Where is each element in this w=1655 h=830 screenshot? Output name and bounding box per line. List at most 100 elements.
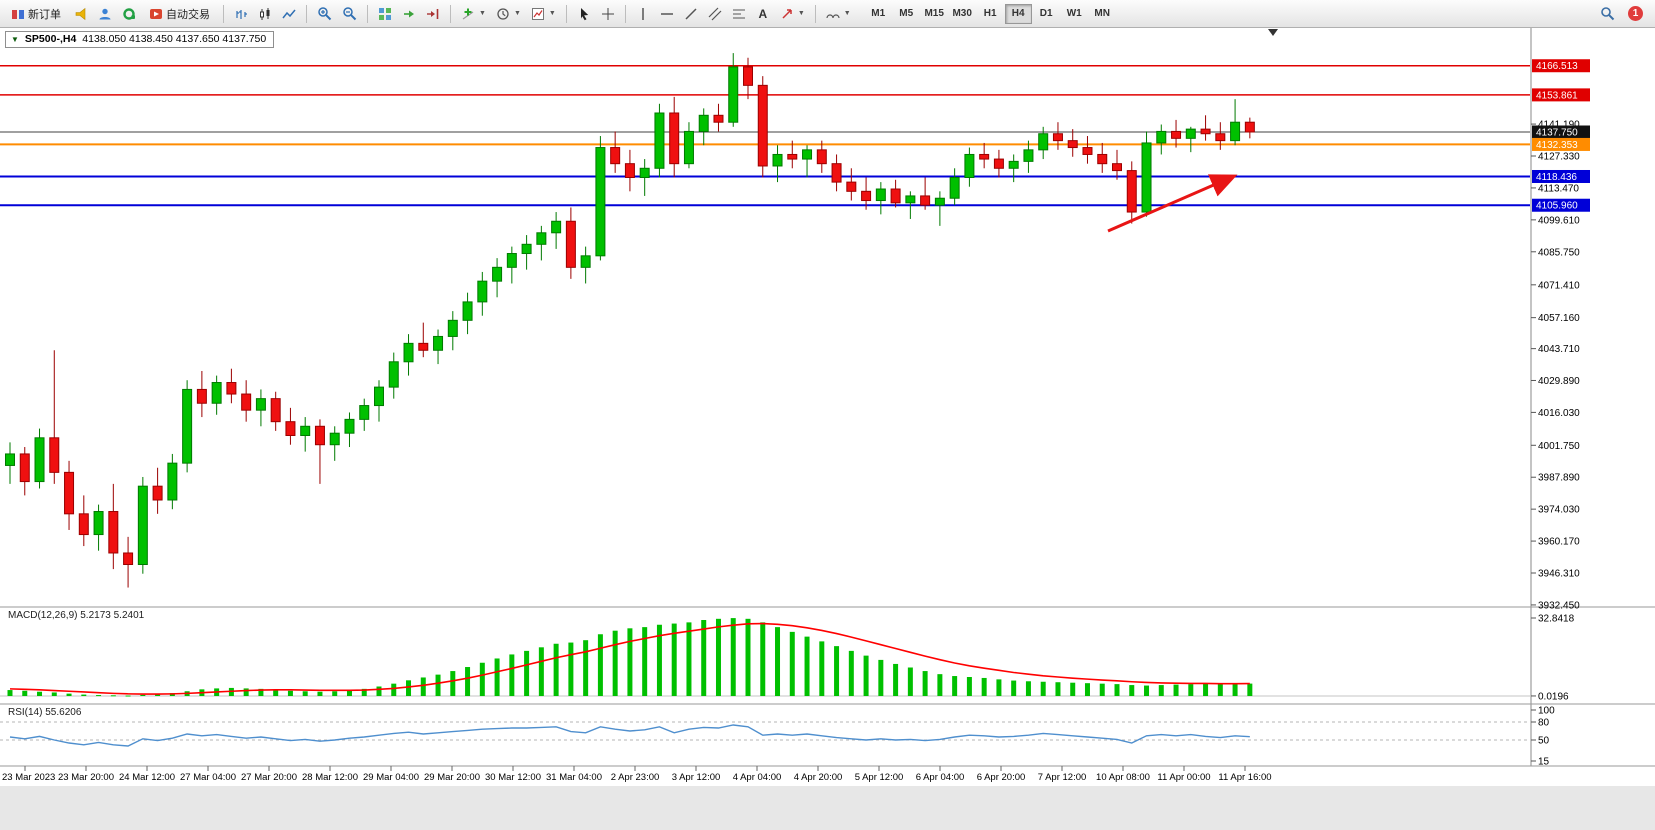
crosshair-button[interactable]	[597, 3, 619, 25]
macd-histogram-bar	[627, 628, 633, 696]
crosshair-icon	[601, 7, 614, 20]
candle-body	[462, 301, 473, 321]
timeframe-button-h4[interactable]: H4	[1004, 3, 1032, 24]
chart-window: 4141.190 4127.330 4113.470 4099.610 4085.750…	[0, 28, 1655, 786]
channel-tool-button[interactable]	[704, 3, 726, 25]
chart-canvas[interactable]: 4141.190 4127.330 4113.470 4099.610 4085.750…	[0, 28, 1655, 786]
macd-histogram-bar	[287, 690, 293, 696]
cursor-button[interactable]	[573, 3, 595, 25]
candle-body	[1215, 133, 1226, 142]
candle-body	[964, 153, 975, 178]
macd-histogram-bar	[509, 654, 515, 696]
dropdown-caret-icon: ▼	[479, 10, 486, 17]
timeframe-button-w1[interactable]: W1	[1061, 4, 1088, 24]
macd-histogram-bar	[952, 676, 958, 696]
timeframe-button-mn[interactable]: MN	[1089, 4, 1116, 24]
notification-badge[interactable]: 1	[1628, 6, 1643, 21]
macd-histogram-bar	[1011, 680, 1017, 696]
macd-histogram-bar	[1173, 684, 1179, 696]
macd-histogram-bar	[981, 677, 987, 696]
toolbar-separator	[624, 4, 626, 23]
rsi-axis-label: 50	[1538, 736, 1550, 747]
indicators-button[interactable]: ▼	[457, 3, 490, 25]
macd-histogram-bar	[553, 643, 559, 696]
macd-histogram-bar	[893, 663, 899, 696]
time-axis-label: 2 Apr 23:00	[611, 772, 660, 783]
fibonacci-tool-button[interactable]	[728, 3, 750, 25]
bar-chart-button[interactable]	[230, 3, 252, 25]
time-axis-label: 29 Mar 20:00	[424, 772, 480, 783]
candle-chart-button[interactable]	[254, 3, 276, 25]
candle-body	[182, 388, 193, 464]
vertical-line-tool-button[interactable]	[632, 3, 654, 25]
price-tick-label: 4113.470	[1538, 183, 1579, 194]
chart-shift-button[interactable]	[422, 3, 444, 25]
macd-histogram-bar	[1188, 684, 1194, 696]
macd-histogram-bar	[863, 655, 869, 696]
chart-shift-marker[interactable]	[1268, 29, 1278, 36]
horizontal-line-tool-button[interactable]	[656, 3, 678, 25]
time-axis-label: 6 Apr 20:00	[977, 772, 1026, 783]
macd-histogram-bar	[1070, 682, 1076, 696]
macd-histogram-bar	[1099, 683, 1105, 696]
price-tick-label: 3974.030	[1538, 505, 1580, 516]
cycles-tool-button[interactable]: ▼	[822, 3, 855, 25]
chart-symbol-tab[interactable]: ▼ SP500-,H4 4138.050 4138.450 4137.650 4…	[5, 31, 275, 48]
candle-body	[772, 153, 783, 167]
timeframe-button-h1[interactable]: H1	[977, 4, 1004, 24]
price-tick-label: 4016.030	[1538, 408, 1580, 419]
trend-arrow[interactable]	[1107, 174, 1238, 233]
macd-histogram-bar	[155, 694, 161, 696]
text-tool-button[interactable]: A	[752, 3, 774, 25]
zoom-out-button[interactable]	[338, 3, 361, 25]
timeframe-button-d1[interactable]: D1	[1033, 4, 1060, 24]
candle-body	[506, 253, 517, 268]
candle-body	[1052, 133, 1063, 142]
search-icon[interactable]	[1596, 3, 1619, 25]
candle-body	[1185, 128, 1196, 139]
zoom-in-button[interactable]	[313, 3, 336, 25]
toolbar-right-group: 1	[1596, 3, 1651, 25]
timeframe-button-m1[interactable]: M1	[865, 4, 892, 24]
line-chart-button[interactable]	[278, 3, 300, 25]
macd-histogram-bar	[140, 694, 146, 696]
candle-body	[1156, 130, 1167, 144]
macd-histogram-bar	[1055, 682, 1061, 696]
auto-trading-button[interactable]: 自动交易	[142, 3, 217, 25]
toolbar-separator	[565, 4, 567, 23]
clock-icon	[497, 7, 509, 20]
macd-histogram-bar	[22, 690, 28, 696]
price-tag-label: 4105.960	[1536, 201, 1578, 212]
announcement-icon[interactable]	[70, 3, 92, 25]
candle-body	[683, 130, 694, 165]
price-tag-label: 4166.513	[1536, 61, 1578, 72]
price-tick-label: 4141.190	[1538, 120, 1580, 131]
new-order-button[interactable]: 新订单	[4, 3, 68, 25]
macd-histogram-bar	[346, 690, 352, 696]
candle-body	[875, 188, 886, 202]
trendline-icon	[685, 7, 697, 20]
community-icon[interactable]	[94, 3, 116, 25]
candle-body	[979, 153, 990, 160]
arrows-tool-button[interactable]: ▼	[776, 3, 809, 25]
macd-histogram-bar	[671, 623, 677, 696]
candle-body	[1038, 133, 1049, 151]
macd-histogram-bar	[612, 630, 618, 696]
timeframe-button-m30[interactable]: M30	[949, 4, 976, 24]
candle-body	[78, 513, 89, 536]
timeframe-button-m5[interactable]: M5	[893, 4, 920, 24]
macd-histogram-bar	[7, 690, 13, 696]
auto-scroll-button[interactable]	[398, 3, 420, 25]
templates-button[interactable]: ▼	[527, 3, 560, 25]
support-icon[interactable]	[118, 3, 140, 25]
tile-windows-button[interactable]	[374, 3, 396, 25]
time-axis-label: 30 Mar 12:00	[485, 772, 541, 783]
cursor-icon	[580, 7, 589, 20]
candle-body	[137, 485, 148, 566]
macd-histogram-bar	[361, 688, 367, 696]
periods-button[interactable]: ▼	[492, 3, 525, 25]
candle-body	[374, 386, 384, 407]
toolbar-separator	[814, 4, 816, 23]
trendline-tool-button[interactable]	[680, 3, 702, 25]
timeframe-button-m15[interactable]: M15	[921, 4, 948, 24]
